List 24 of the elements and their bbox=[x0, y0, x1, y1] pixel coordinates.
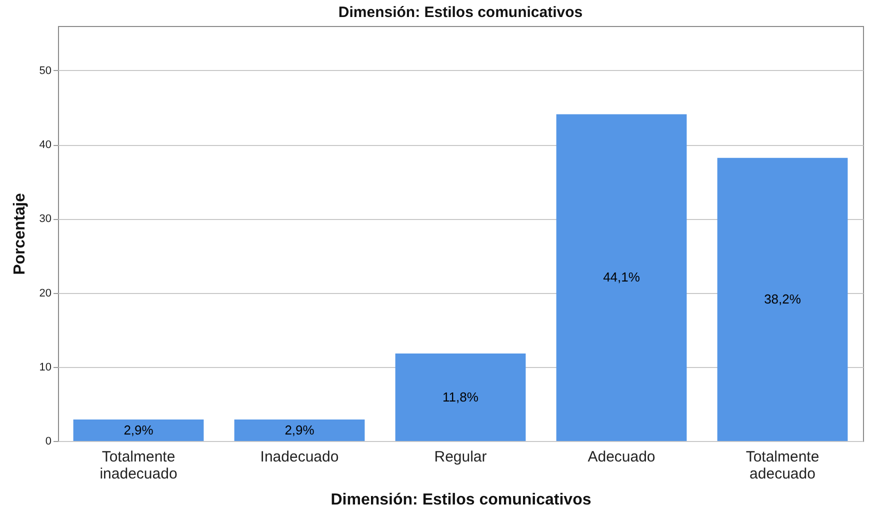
bar bbox=[717, 158, 848, 441]
y-tick-label: 30 bbox=[39, 213, 52, 226]
y-tick-label: 50 bbox=[39, 64, 52, 77]
bar bbox=[234, 420, 365, 441]
data-label: 2,9% bbox=[124, 422, 154, 438]
y-tick-label: 20 bbox=[39, 287, 52, 300]
bar bbox=[556, 114, 687, 441]
x-tick-label: Regular bbox=[434, 448, 487, 466]
data-label: 11,8% bbox=[442, 389, 479, 404]
bar bbox=[395, 354, 526, 441]
x-tick-label: Adecuado bbox=[588, 448, 656, 466]
y-tick-label: 0 bbox=[45, 436, 52, 448]
x-tick-label: Inadecuado bbox=[260, 448, 339, 466]
x-tick-label: Totalmente inadecuado bbox=[100, 448, 178, 482]
data-label: 38,2% bbox=[764, 291, 802, 306]
x-tick-label: Totalmente adecuado bbox=[746, 448, 820, 482]
data-label: 2,9% bbox=[284, 422, 315, 438]
x-axis-title: Dimensión: Estilos comunicativos bbox=[330, 492, 592, 508]
y-tick-label: 10 bbox=[39, 361, 52, 374]
y-tick-label: 40 bbox=[39, 139, 52, 152]
bar bbox=[73, 420, 204, 441]
y-axis-title: Porcentaje bbox=[11, 192, 28, 275]
chart-title: Dimensión: Estilos comunicativos bbox=[338, 4, 583, 21]
data-label: 44,1% bbox=[603, 270, 640, 285]
